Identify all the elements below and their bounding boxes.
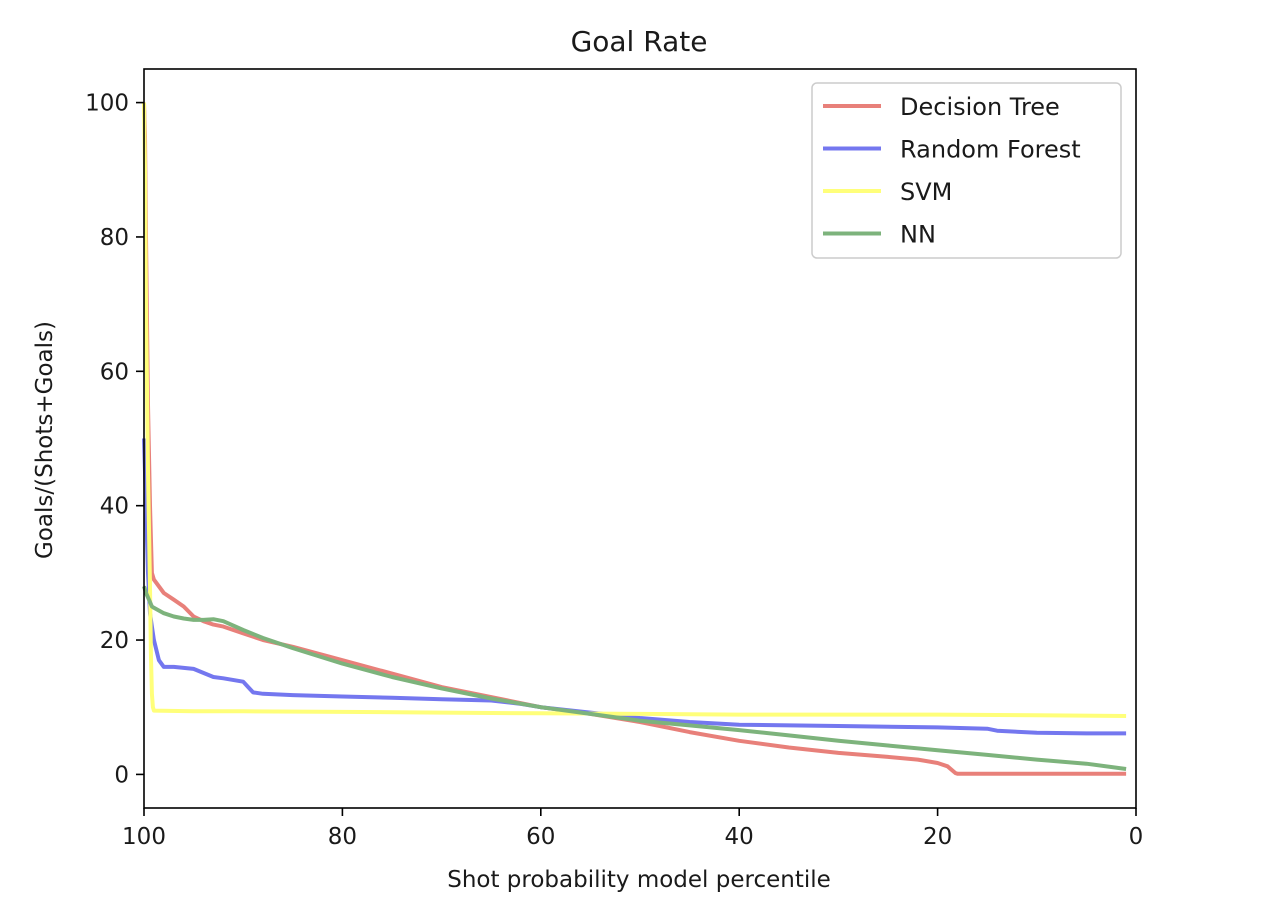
legend: Decision Tree Random Forest SVM NN (811, 82, 1122, 259)
x-tick-label: 20 (923, 824, 952, 850)
x-tick-label: 60 (526, 824, 555, 850)
plot-frame (143, 68, 1137, 809)
series-layer (142, 102, 1127, 776)
legend-label-random-forest: Random Forest (900, 136, 1081, 164)
legend-label-decision-tree: Decision Tree (900, 93, 1060, 121)
x-tick-label: 100 (122, 824, 166, 850)
y-axis-label: Goals/(Shots+Goals) (32, 321, 58, 559)
chart-title: Goal Rate (571, 25, 708, 58)
y-tick-label: 80 (100, 225, 129, 251)
y-tick-label: 60 (100, 359, 129, 385)
series-line-nn (142, 585, 1127, 771)
x-axis: 100 80 60 40 20 0 (122, 808, 1143, 850)
series-line-decision-tree (142, 102, 1127, 776)
y-tick-label: 40 (100, 494, 129, 520)
x-axis-label: Shot probability model percentile (447, 867, 831, 893)
series-line-svm (142, 102, 1127, 718)
legend-label-svm: SVM (900, 178, 952, 206)
legend-entries: Decision Tree Random Forest SVM NN (823, 93, 1081, 249)
x-tick-label: 80 (328, 824, 357, 850)
x-tick-label: 40 (725, 824, 754, 850)
y-tick-label: 20 (100, 628, 129, 654)
x-tick-label: 0 (1129, 824, 1144, 850)
legend-box (811, 82, 1122, 259)
y-tick-label: 100 (85, 91, 129, 117)
legend-label-nn: NN (900, 221, 936, 249)
y-tick-label: 0 (114, 762, 129, 788)
series-line-random-forest (142, 438, 1127, 736)
y-axis: 0 20 40 60 80 100 (85, 91, 144, 788)
